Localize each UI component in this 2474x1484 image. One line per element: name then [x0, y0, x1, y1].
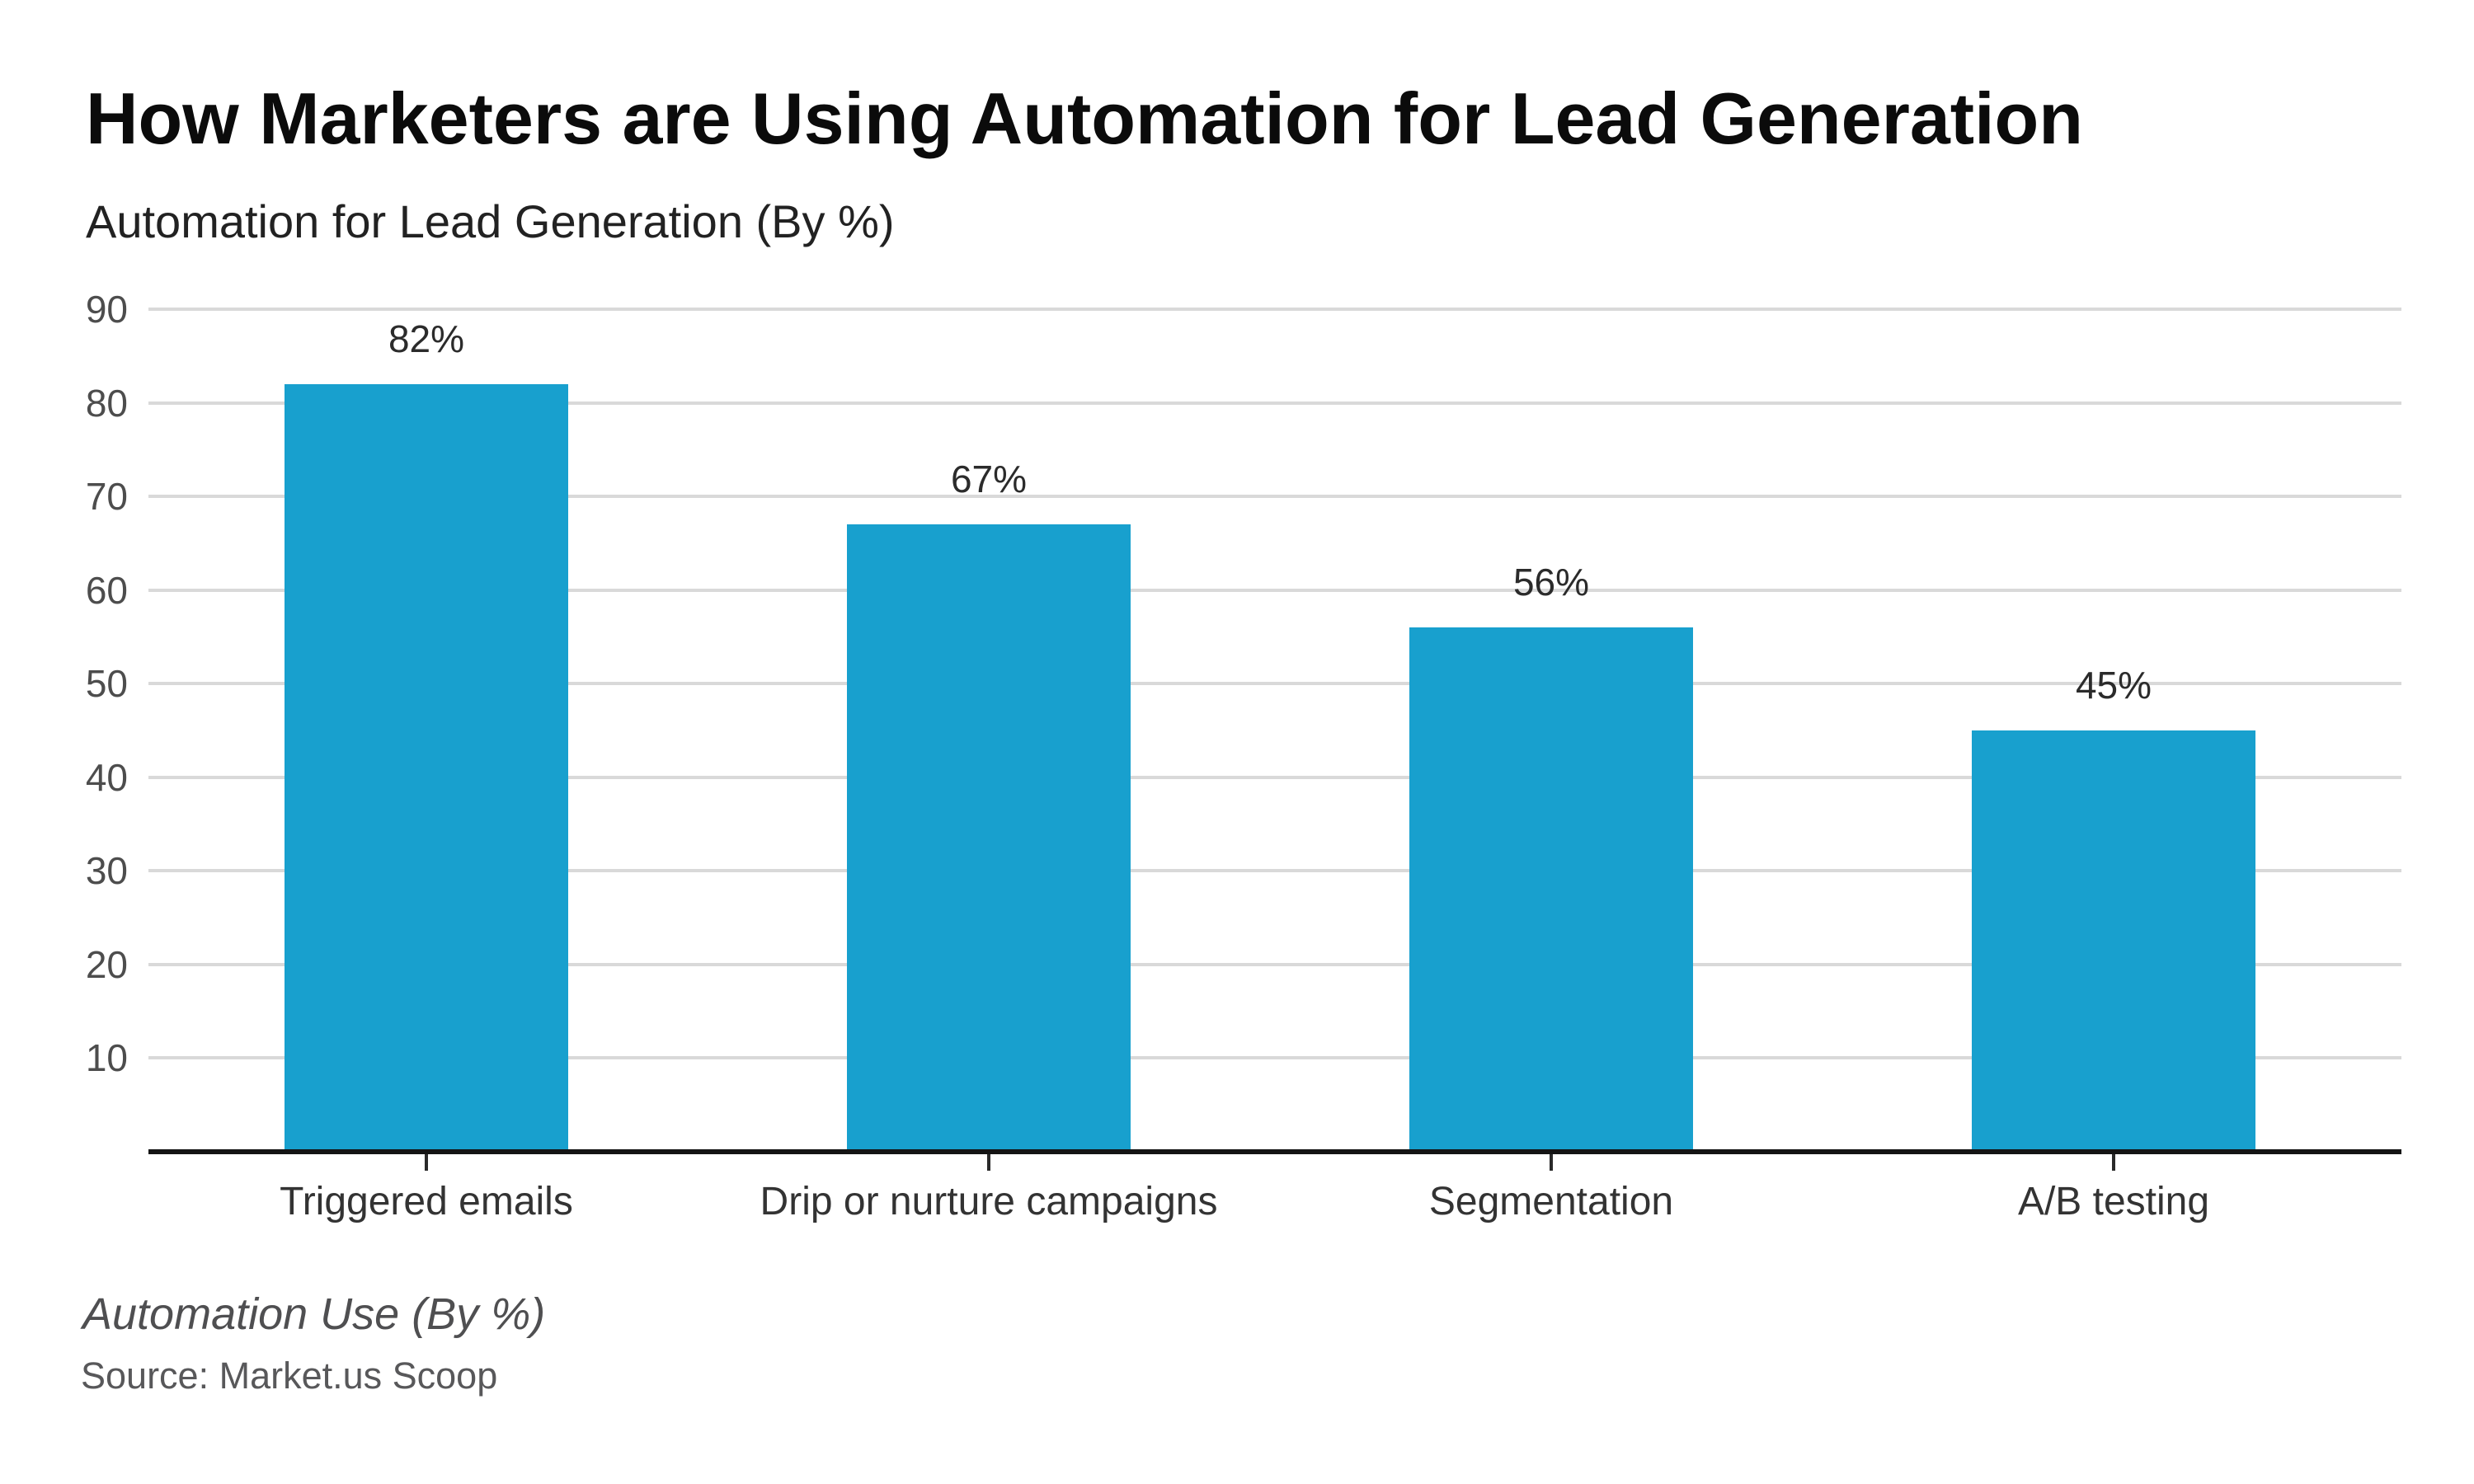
x-axis-baseline [148, 1149, 2401, 1154]
y-axis-tick-label: 70 [85, 475, 128, 519]
y-gridline [148, 682, 2401, 686]
y-axis-tick-label: 80 [85, 381, 128, 425]
category-label: Triggered emails [280, 1180, 573, 1223]
bar [847, 524, 1131, 1153]
footer-note: Automation Use (By %) [82, 1289, 546, 1339]
chart-title: How Marketers are Using Automation for L… [86, 77, 2084, 159]
category-label: Drip or nurture campaigns [760, 1180, 1218, 1223]
y-gridline [148, 401, 2401, 405]
y-axis-tick-label: 90 [85, 287, 128, 331]
category-label: A/B testing [2017, 1180, 2210, 1223]
bar-value-label: 56% [1512, 561, 1590, 604]
y-axis-tick-label: 40 [85, 755, 128, 799]
y-axis-tick-label: 50 [85, 662, 128, 706]
y-gridline [148, 307, 2401, 311]
x-axis-tick-mark [2112, 1154, 2115, 1171]
y-gridline [148, 962, 2401, 966]
bar-value-label: 45% [2075, 663, 2152, 707]
bar [1409, 627, 1693, 1153]
x-axis-tick-mark [425, 1154, 428, 1171]
y-gridline [148, 869, 2401, 873]
chart-subtitle: Automation for Lead Generation (By %) [86, 195, 895, 247]
y-axis-tick-label: 30 [85, 849, 128, 893]
bar-value-label: 67% [950, 458, 1028, 501]
y-axis-tick-label: 60 [85, 568, 128, 612]
y-axis-tick-label: 10 [85, 1036, 128, 1080]
y-gridline [148, 588, 2401, 592]
y-gridline [148, 775, 2401, 779]
footer-source: Source: Market.us Scoop [81, 1355, 498, 1397]
bar [285, 383, 568, 1153]
category-label: Segmentation [1428, 1180, 1674, 1223]
x-axis-tick-mark [1550, 1154, 1553, 1171]
bar-value-label: 82% [388, 317, 465, 360]
bar [1972, 730, 2255, 1153]
y-gridline [148, 1056, 2401, 1060]
y-axis-tick-label: 20 [85, 942, 128, 986]
y-gridline [148, 495, 2401, 499]
x-axis-tick-mark [987, 1154, 990, 1171]
